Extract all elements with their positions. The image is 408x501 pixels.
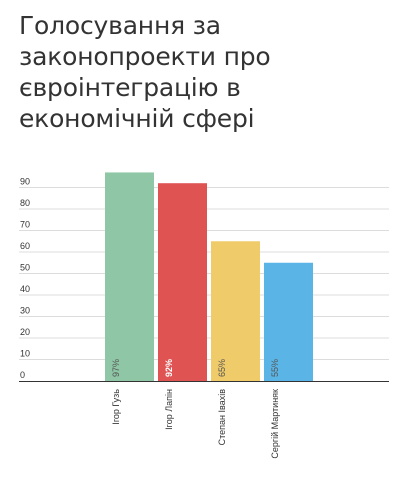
y-tick-label: 10	[20, 349, 30, 359]
y-tick-label: 70	[20, 220, 30, 230]
y-tick-label: 40	[20, 284, 30, 294]
bar	[264, 262, 313, 381]
y-tick-label: 0	[20, 370, 25, 380]
chart-title: Голосування за законопроекти про євроінт…	[19, 11, 271, 133]
y-tick-label: 30	[20, 306, 30, 316]
bar	[158, 183, 207, 381]
value-label: 55%	[270, 359, 280, 377]
y-tick-label: 20	[20, 327, 30, 337]
y-tick-label: 60	[20, 241, 30, 251]
y-tick-label: 50	[20, 263, 30, 273]
y-tick-label: 90	[20, 177, 30, 187]
category-label: Ігор Лапін	[164, 389, 174, 430]
category-label: Степан Івахів	[217, 389, 227, 446]
value-label: 92%	[164, 359, 174, 377]
category-label: Сергій Мартиняк	[270, 389, 280, 459]
value-label: 97%	[111, 359, 121, 377]
y-tick-label: 80	[20, 198, 30, 208]
bar	[105, 172, 154, 381]
bar	[211, 241, 260, 381]
value-label: 65%	[217, 359, 227, 377]
category-label: Ігор Гузь	[111, 389, 121, 425]
bars: 97% Ігор Гузь 92% Ігор Лапін 65% Степан Івахі…	[105, 172, 313, 459]
